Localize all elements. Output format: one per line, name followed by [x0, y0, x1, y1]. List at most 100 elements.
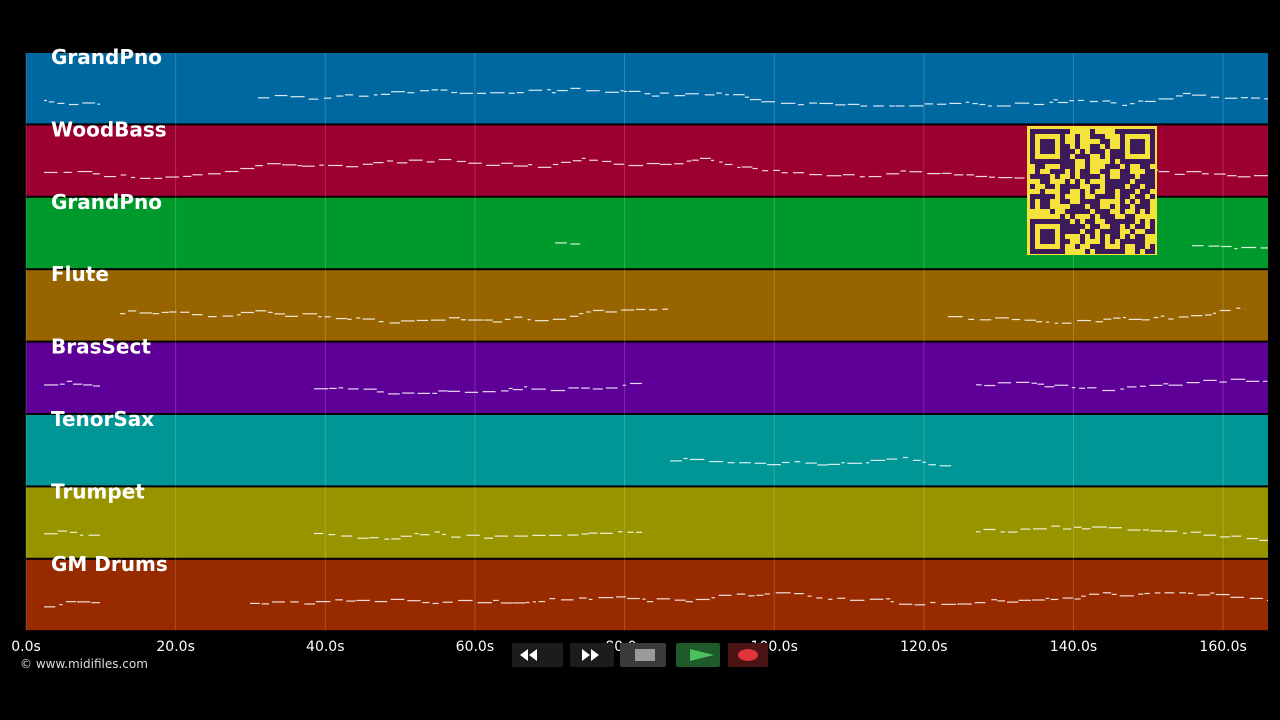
qr-cell — [1055, 174, 1060, 179]
qr-cell — [1145, 229, 1150, 234]
qr-cell — [1100, 154, 1105, 159]
qr-cell — [1030, 154, 1035, 159]
qr-cell — [1140, 144, 1145, 149]
qr-cell — [1105, 229, 1110, 234]
rewind-button[interactable] — [512, 643, 563, 667]
qr-cell — [1040, 179, 1045, 184]
qr-cell — [1125, 169, 1130, 174]
qr-cell — [1105, 189, 1110, 194]
qr-cell — [1135, 204, 1140, 209]
record-icon — [738, 649, 758, 661]
track-name: WoodBass — [51, 117, 167, 141]
qr-cell — [1060, 244, 1065, 249]
qr-cell — [1070, 159, 1075, 164]
qr-cell — [1090, 184, 1095, 189]
qr-cell — [1120, 154, 1125, 159]
qr-cell — [1125, 174, 1130, 179]
qr-cell — [1100, 244, 1105, 249]
qr-cell — [1150, 159, 1155, 164]
qr-cell — [1075, 134, 1080, 139]
track-name: BrasSect — [51, 335, 151, 359]
qr-cell — [1125, 224, 1130, 229]
qr-cell — [1090, 129, 1095, 134]
qr-cell — [1110, 149, 1115, 154]
qr-cell — [1095, 144, 1100, 149]
qr-cell — [1120, 209, 1125, 214]
qr-cell — [1145, 179, 1150, 184]
tick-label: 40.0s — [306, 639, 344, 655]
tick-label: 160.0s — [1199, 639, 1246, 655]
track-lane — [26, 342, 1268, 413]
qr-cell — [1150, 174, 1155, 179]
qr-cell — [1035, 174, 1040, 179]
qr-cell — [1090, 189, 1095, 194]
qr-cell — [1095, 184, 1100, 189]
qr-cell — [1110, 189, 1115, 194]
qr-cell — [1065, 159, 1070, 164]
qr-cell — [1080, 154, 1085, 159]
qr-cell — [1090, 214, 1095, 219]
qr-cell — [1070, 184, 1075, 189]
qr-cell — [1030, 204, 1035, 209]
track-name: TenorSax — [51, 407, 154, 431]
qr-cell — [1095, 149, 1100, 154]
qr-cell — [1130, 239, 1135, 244]
qr-cell — [1110, 214, 1115, 219]
qr-cell — [1105, 184, 1110, 189]
qr-cell — [1150, 129, 1155, 134]
qr-cell — [1150, 169, 1155, 174]
qr-cell — [1145, 249, 1150, 254]
qr-cell — [1120, 184, 1125, 189]
qr-cell — [1105, 209, 1110, 214]
qr-cell — [1130, 149, 1135, 154]
qr-cell — [1105, 194, 1110, 199]
qr-cell — [1045, 184, 1050, 189]
qr-cell — [1050, 129, 1055, 134]
qr-cell — [1130, 184, 1135, 189]
qr-cell — [1030, 224, 1035, 229]
qr-cell — [1125, 194, 1130, 199]
qr-cell — [1115, 164, 1120, 169]
qr-cell — [1030, 159, 1035, 164]
qr-cell — [1030, 149, 1035, 154]
qr-cell — [1135, 244, 1140, 249]
qr-cell — [1125, 219, 1130, 224]
qr-cell — [1110, 229, 1115, 234]
qr-cell — [1145, 164, 1150, 169]
qr-cell — [1045, 234, 1050, 239]
qr-cell — [1135, 224, 1140, 229]
qr-cell — [1120, 199, 1125, 204]
qr-cell — [1055, 219, 1060, 224]
qr-cell — [1115, 224, 1120, 229]
qr-cell — [1145, 184, 1150, 189]
qr-cell — [1135, 209, 1140, 214]
qr-cell — [1030, 234, 1035, 239]
qr-cell — [1100, 239, 1105, 244]
qr-cell — [1035, 164, 1040, 169]
qr-cell — [1095, 209, 1100, 214]
qr-cell — [1070, 224, 1075, 229]
rewind-icon — [520, 649, 537, 661]
qr-cell — [1150, 229, 1155, 234]
qr-cell — [1045, 129, 1050, 134]
qr-cell — [1140, 199, 1145, 204]
qr-cell — [1095, 174, 1100, 179]
qr-cell — [1140, 149, 1145, 154]
qr-cell — [1090, 244, 1095, 249]
qr-cell — [1120, 149, 1125, 154]
qr-cell — [1110, 194, 1115, 199]
qr-cell — [1100, 249, 1105, 254]
qr-cell — [1045, 239, 1050, 244]
qr-cell — [1050, 159, 1055, 164]
qr-cell — [1030, 129, 1035, 134]
labels: GrandPno WoodBass GrandPno Flute BrasSect Ten… — [11, 45, 1247, 655]
qr-cell — [1060, 239, 1065, 244]
qr-cell — [1070, 169, 1075, 174]
qr-cell — [1050, 139, 1055, 144]
qr-cell — [1080, 239, 1085, 244]
qr-cell — [1115, 219, 1120, 224]
qr-cell — [1050, 194, 1055, 199]
track-lane — [26, 415, 1268, 486]
qr-cell — [1105, 219, 1110, 224]
qr-cell — [1075, 244, 1080, 249]
